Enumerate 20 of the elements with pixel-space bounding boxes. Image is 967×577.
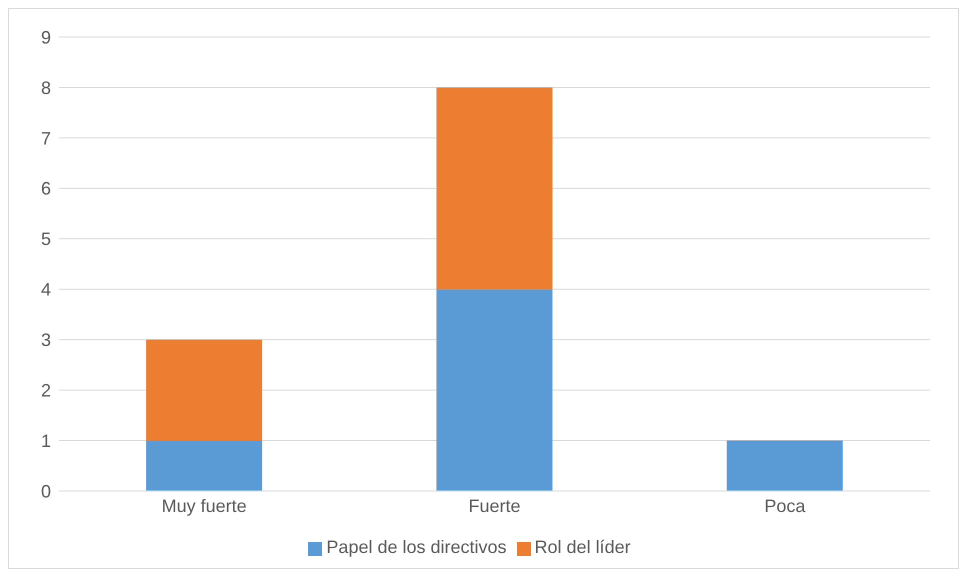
- y-tick-label: 8: [40, 78, 51, 98]
- legend-label: Papel de los directivos: [326, 537, 507, 557]
- bar: [436, 289, 552, 491]
- bar: [726, 440, 843, 491]
- x-tick-label: Poca: [764, 496, 806, 516]
- y-tick-label: 5: [40, 229, 51, 250]
- y-tick-label: 3: [40, 330, 51, 350]
- y-tick-label: 2: [40, 380, 51, 400]
- x-tick-label: Fuerte: [468, 496, 521, 516]
- y-tick-label: 4: [40, 280, 51, 300]
- bar: [146, 440, 262, 491]
- y-tick-label: 6: [40, 178, 51, 199]
- bar: [146, 340, 262, 441]
- legend-label: Rol del líder: [534, 537, 631, 557]
- y-tick-label: 0: [40, 481, 51, 502]
- bar: [436, 87, 552, 290]
- x-tick-label: Muy fuerte: [162, 496, 247, 516]
- y-tick-label: 1: [40, 430, 51, 451]
- y-tick-label: 9: [40, 27, 51, 48]
- y-tick-label: 7: [40, 128, 51, 148]
